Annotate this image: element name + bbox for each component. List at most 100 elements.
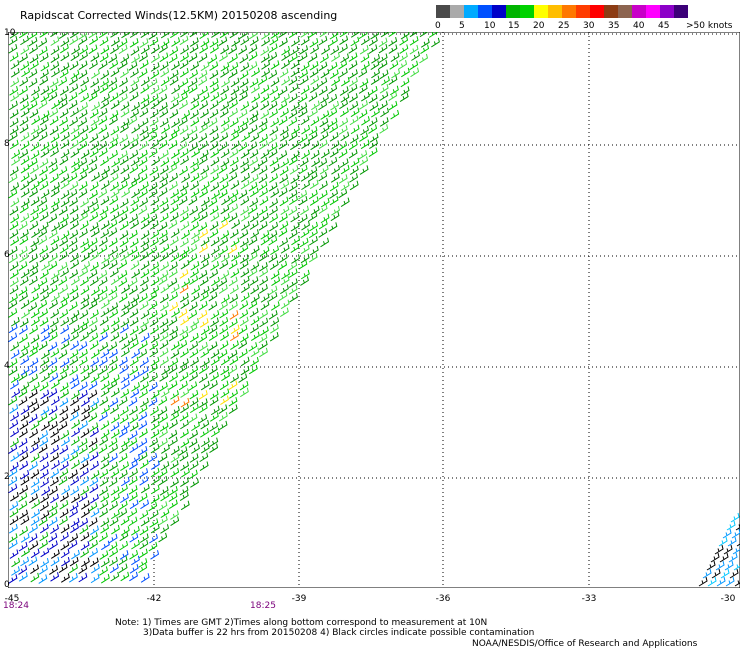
wind-barb (189, 371, 198, 382)
wind-barb (368, 124, 378, 134)
wind-barb (139, 117, 149, 128)
wind-barb (388, 91, 398, 102)
wind-barb (250, 347, 260, 358)
wind-barb (140, 131, 150, 142)
wind-barb (129, 468, 138, 478)
wind-barb (168, 436, 178, 447)
wind-barb (208, 291, 218, 302)
wind-barb (179, 283, 189, 294)
wind-barb (308, 92, 318, 102)
wind-barb (238, 373, 248, 383)
wind-barb (178, 446, 188, 456)
wind-barb (150, 261, 160, 272)
wind-barb (139, 509, 149, 520)
wind-barb (278, 37, 288, 48)
wind-barb (109, 501, 118, 511)
wind-barb (60, 37, 70, 47)
wind-barb (328, 93, 338, 104)
wind-barb (723, 544, 733, 555)
wind-barb (260, 149, 270, 159)
wind-barb (48, 91, 58, 102)
wind-barb (188, 309, 198, 320)
wind-barb (250, 331, 260, 342)
wind-barb (131, 124, 141, 134)
wind-barb (118, 277, 128, 287)
wind-barb (38, 277, 48, 287)
wind-barb (129, 550, 139, 560)
wind-barb (359, 132, 368, 142)
wind-barb (78, 181, 88, 191)
wind-barb (258, 333, 268, 344)
wind-barb (118, 500, 128, 511)
wind-barb (320, 213, 330, 224)
colorbar-swatch (436, 5, 450, 18)
wind-barb (238, 189, 248, 200)
wind-barb (10, 60, 20, 70)
wind-barb (249, 102, 259, 112)
wind-barb (228, 349, 238, 360)
wind-barb (90, 227, 100, 238)
wind-barb (98, 269, 108, 280)
wind-barb (101, 165, 110, 176)
wind-barb (340, 131, 350, 142)
wind-barb (9, 419, 19, 430)
wind-barb (139, 373, 149, 383)
wind-barb (129, 213, 138, 224)
wind-barb (168, 492, 178, 502)
wind-barb (59, 213, 69, 224)
wind-barb (329, 181, 339, 192)
wind-barb (71, 493, 80, 504)
wind-barb (229, 148, 239, 159)
wind-barb (18, 261, 28, 271)
wind-barb (268, 310, 278, 320)
wind-barb (18, 541, 28, 552)
wind-barb (98, 188, 108, 198)
wind-barb (119, 531, 129, 542)
wind-barb (50, 493, 59, 504)
wind-barb (239, 260, 249, 270)
wind-barb (48, 485, 58, 496)
wind-barb (130, 260, 140, 270)
wind-barb (28, 32, 38, 40)
wind-barb (8, 253, 18, 264)
wind-barb (79, 267, 89, 278)
wind-barb (19, 123, 29, 134)
wind-barb (30, 196, 40, 207)
wind-barb (59, 531, 69, 542)
wind-barb (726, 520, 736, 531)
wind-barb (318, 219, 328, 230)
wind-barb (240, 356, 250, 367)
wind-barb (28, 461, 38, 471)
wind-barb (261, 36, 270, 47)
wind-barb (129, 422, 139, 432)
colorbar-label: 35 (608, 21, 620, 31)
wind-barb (329, 148, 339, 158)
wind-barb (29, 540, 39, 551)
wind-barb (129, 238, 139, 248)
wind-barb (29, 357, 39, 368)
wind-barb (18, 500, 28, 511)
wind-barb (90, 397, 100, 408)
wind-barb (130, 134, 139, 144)
wind-barb (68, 301, 78, 312)
wind-barb (149, 36, 159, 47)
wind-barb (28, 78, 38, 88)
wind-barb (239, 309, 249, 319)
wind-barb (59, 43, 69, 54)
wind-barb (339, 158, 349, 168)
wind-barb (40, 558, 49, 568)
wind-barb (129, 83, 138, 94)
wind-barb (210, 349, 220, 359)
wind-barb (109, 461, 118, 472)
wind-barb (279, 220, 289, 231)
wind-barb (10, 341, 20, 352)
wind-barb (59, 364, 69, 375)
wind-barb (108, 341, 118, 352)
wind-barb (90, 573, 100, 584)
wind-barb (78, 60, 88, 71)
wind-barb (78, 389, 88, 400)
wind-barb (150, 420, 160, 431)
wind-barb (19, 484, 29, 495)
wind-barb (268, 182, 278, 192)
wind-barb (308, 235, 318, 246)
